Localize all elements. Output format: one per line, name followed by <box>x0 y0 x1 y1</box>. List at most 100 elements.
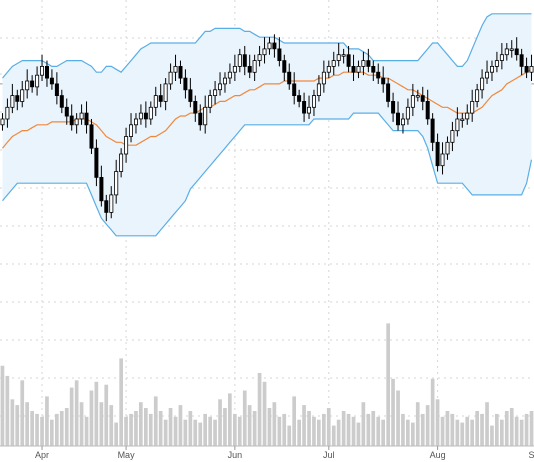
candle-body <box>69 115 74 126</box>
candle-body <box>59 95 64 108</box>
volume-bar <box>485 402 489 446</box>
volume-bar <box>356 422 361 446</box>
candle-body <box>148 106 153 120</box>
candle-body <box>341 54 346 57</box>
volume-bar <box>247 405 252 446</box>
candle-body <box>430 118 435 143</box>
volume-bar <box>415 402 420 446</box>
candle-body <box>143 112 148 120</box>
volume-bar <box>262 381 267 446</box>
volume-bar <box>124 416 128 446</box>
volume-bar <box>5 375 10 446</box>
volume-bar <box>430 378 435 446</box>
volume-bar <box>257 373 262 446</box>
candle-body <box>405 106 410 120</box>
candle-body <box>74 118 79 126</box>
candle-body <box>138 112 143 120</box>
candle-body <box>252 60 257 73</box>
volume-bar <box>79 402 84 446</box>
candle-body <box>94 147 99 178</box>
moving-average-line <box>2 68 532 149</box>
volume-bar <box>272 402 277 446</box>
volume-bar <box>500 419 504 446</box>
candle-body <box>114 171 119 196</box>
candle-body <box>10 95 15 108</box>
candle-body <box>356 66 361 73</box>
volume-bar <box>139 402 143 446</box>
candle-body <box>49 77 54 85</box>
x-axis: Apr May Jun Jul Aug Sep <box>0 445 534 460</box>
candle-body <box>445 141 450 155</box>
candle-body <box>484 71 489 79</box>
candle-body <box>99 176 104 202</box>
volume-bar <box>326 408 331 446</box>
volume-bar <box>178 405 183 446</box>
candle-body <box>306 106 311 114</box>
volume-bar <box>495 413 499 446</box>
candle-body <box>415 95 420 98</box>
candle-body <box>326 66 331 73</box>
candle-body <box>158 95 163 102</box>
candle-body <box>217 83 222 91</box>
volume-bar <box>10 399 15 446</box>
candle-body <box>351 66 356 73</box>
volume-bar <box>475 411 479 446</box>
volume-bar <box>237 416 242 446</box>
volume-bar <box>420 413 425 446</box>
price-candles <box>0 34 534 222</box>
candle-body <box>504 48 509 56</box>
candle-body <box>227 71 232 79</box>
candle-body <box>183 77 188 91</box>
x-tick-label: Apr <box>35 450 49 460</box>
x-tick-label: May <box>118 450 136 460</box>
candle-body <box>361 60 366 67</box>
candle-body <box>435 141 440 167</box>
volume-bar <box>435 399 440 446</box>
candle-body <box>242 54 247 67</box>
candle-body <box>188 89 193 102</box>
volume-bar <box>59 411 64 446</box>
candle-body <box>440 153 445 167</box>
volume-bar <box>148 413 153 446</box>
volume-bar <box>40 416 44 446</box>
volume-bar <box>198 422 203 446</box>
candle-body <box>89 124 94 149</box>
candle-body <box>133 118 138 126</box>
volume-bar <box>287 425 292 446</box>
volume-bar <box>346 413 351 446</box>
volume-bar <box>94 381 99 446</box>
volume-bar <box>252 411 257 446</box>
volume-bar <box>401 413 405 446</box>
volume-bar <box>193 419 198 446</box>
candle-body <box>386 83 391 102</box>
candle-body <box>267 42 272 50</box>
x-tick-label: Jun <box>228 450 243 460</box>
volume-bar <box>208 416 212 446</box>
candle-body <box>282 60 287 73</box>
volume-bar <box>302 405 306 446</box>
candle-body <box>391 101 396 114</box>
candle-body <box>20 89 25 102</box>
volume-bar <box>173 416 178 446</box>
volume-bar <box>450 413 455 446</box>
bollinger-bands <box>2 13 533 237</box>
candle-body <box>163 83 168 102</box>
candle-body <box>257 54 262 61</box>
candle-body <box>524 66 529 73</box>
candle-body <box>420 95 425 102</box>
volume-bar <box>381 419 385 446</box>
volume-bar <box>490 425 494 446</box>
candle-body <box>173 66 178 73</box>
candle-body <box>489 66 494 73</box>
volume-bar <box>277 416 282 446</box>
candle-body <box>178 66 183 79</box>
candle-body <box>54 83 59 97</box>
volume-bar <box>242 390 247 446</box>
volume-bar <box>109 405 114 446</box>
volume-bar <box>425 405 430 446</box>
candle-body <box>366 60 371 67</box>
x-tick-label: Sep <box>528 450 534 460</box>
candle-body <box>153 95 158 108</box>
volume-bar <box>228 393 232 446</box>
